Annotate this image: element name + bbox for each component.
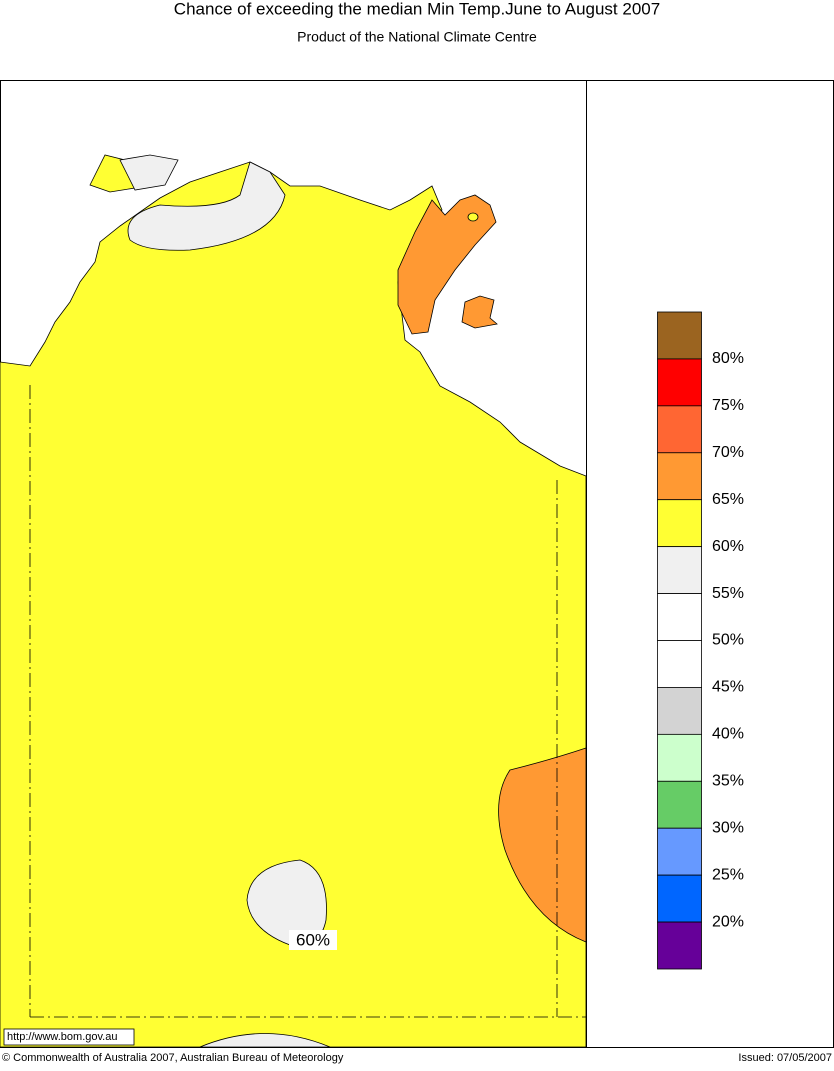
legend-label: 30% [712,819,744,836]
legend-label: 60% [712,538,744,555]
legend-label: 55% [712,585,744,602]
legend-swatch [657,593,702,641]
legend-label: 75% [712,397,744,414]
legend-swatch [657,733,702,782]
legend-label: 80% [712,350,744,367]
legend-panel [586,80,834,1048]
issued: Issued: 07/05/2007 [738,1052,832,1064]
legend-label: 45% [712,679,744,696]
legend-swatch [657,358,702,407]
legend-swatch [657,452,702,501]
title: Chance of exceeding the median Min Temp.… [174,0,660,18]
legend-label: 20% [712,913,744,930]
legend-label: 70% [712,444,744,461]
legend-swatch [657,827,702,876]
url-box [3,1028,135,1046]
contour-label: 60% [296,930,330,949]
legend: 80% 75% 70% 65% 60% 55% 50% 45% 40% 35% 30% 25% 20% [657,311,744,970]
legend-label: 40% [712,726,744,743]
url: http://www.bom.gov.au [7,1031,117,1043]
legend-swatch [657,687,702,735]
legend-swatch [657,546,702,594]
legend-swatch [657,874,702,923]
legend-label: 65% [712,491,744,508]
legend-swatch [657,405,702,454]
legend-swatch [657,311,702,360]
legend-swatch [657,640,702,688]
map: 60% [0,80,587,1048]
legend-label: 35% [712,773,744,790]
legend-swatch [657,921,702,970]
legend-label: 25% [712,866,744,883]
copyright: © Commonwealth of Australia 2007, Austra… [2,1052,344,1064]
legend-swatch [657,499,702,548]
legend-label: 50% [712,632,744,649]
subtitle: Product of the National Climate Centre [297,29,537,45]
legend-swatch [657,780,702,829]
